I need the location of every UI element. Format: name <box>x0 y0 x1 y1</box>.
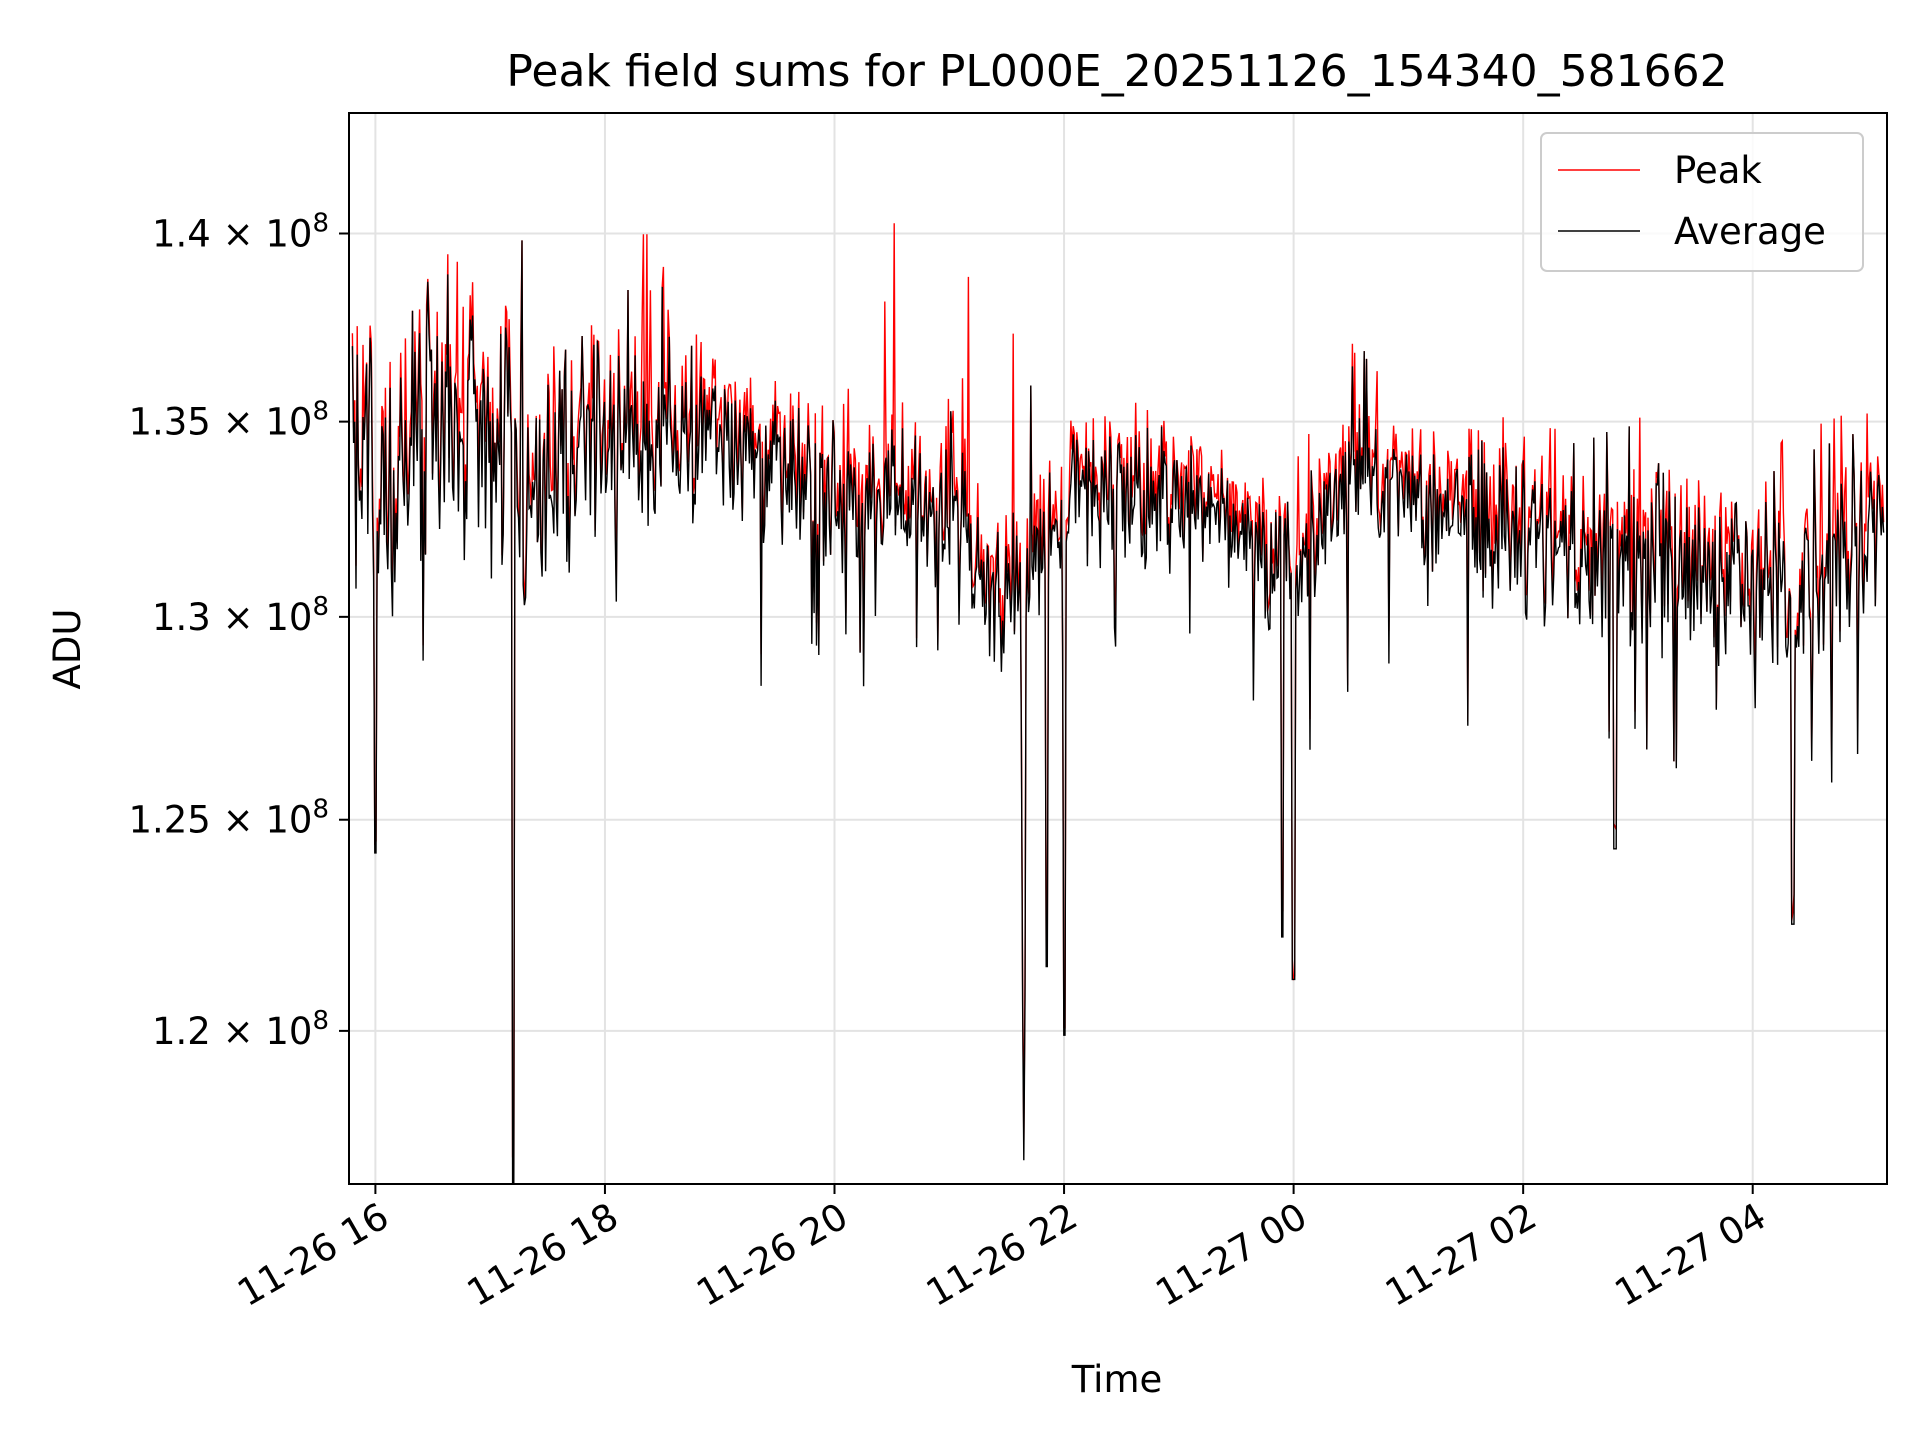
legend-peak-label: Peak <box>1674 149 1762 192</box>
y-axis-title: ADU <box>46 609 89 690</box>
y-tick-label: 1.3 × 108 <box>152 592 329 639</box>
y-tick-label: 1.25 × 108 <box>128 795 329 842</box>
plot-frame <box>348 112 1888 1185</box>
y-tick-label: 1.35 × 108 <box>128 397 329 444</box>
y-axis: 1.2 × 108 1.25 × 108 1.3 × 108 1.35 × 108 1.… <box>128 209 349 1053</box>
y-tick-label: 1.2 × 108 <box>152 1006 329 1053</box>
series-line-average <box>351 240 1885 1185</box>
legend-box <box>1540 132 1864 272</box>
x-axis-title: Time <box>1071 1358 1163 1401</box>
series-layer <box>351 223 1885 1185</box>
y-tick-label: 1.4 × 108 <box>152 209 329 256</box>
legend-average-label: Average <box>1674 210 1826 253</box>
legend: Peak Average <box>1540 132 1864 272</box>
chart-title: Peak field sums for PL000E_20251126_1543… <box>506 46 1727 97</box>
